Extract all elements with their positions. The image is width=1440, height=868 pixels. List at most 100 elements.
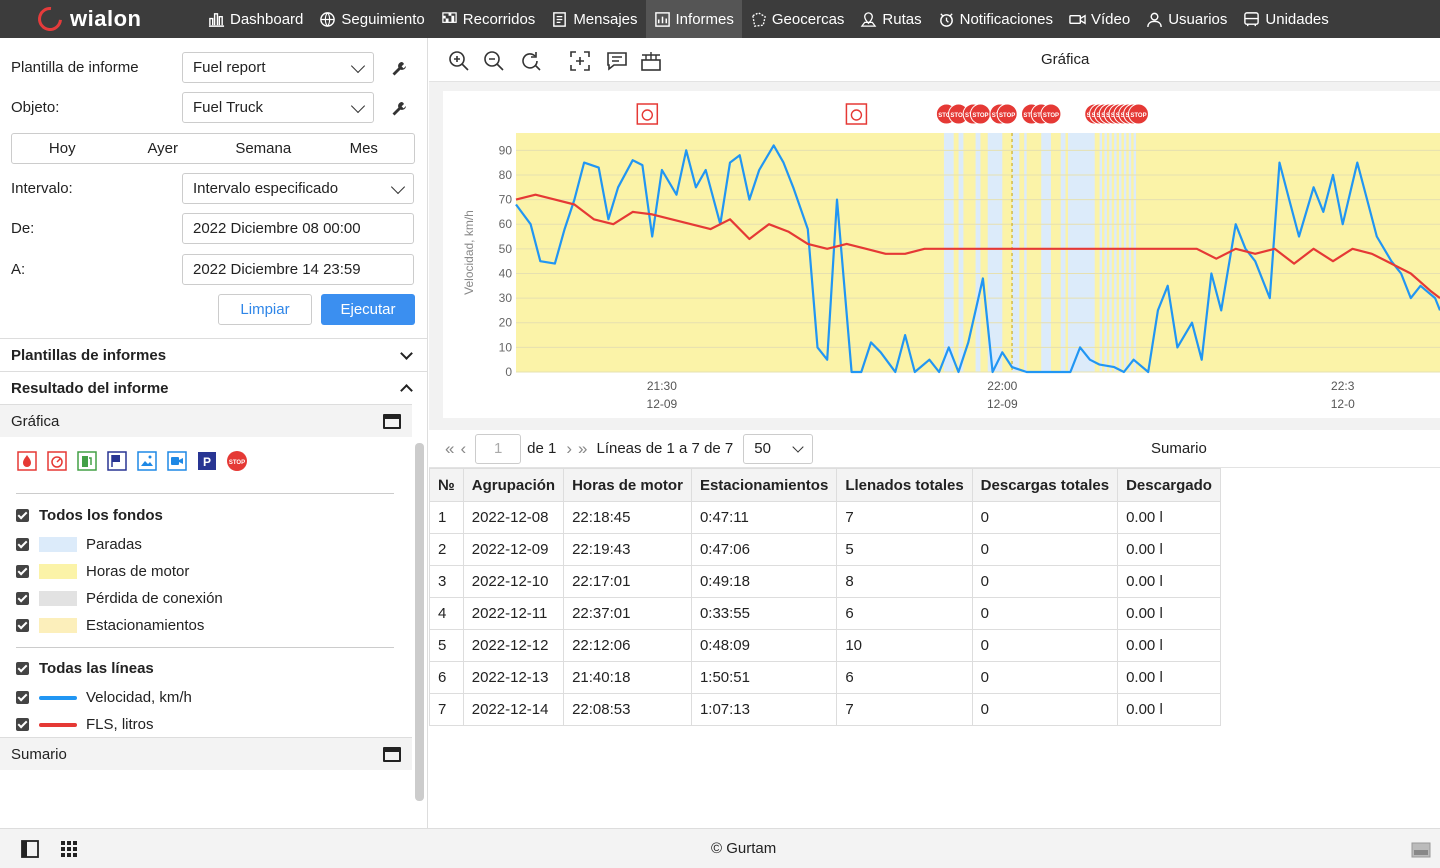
background-connection-loss-checkbox[interactable]: Pérdida de conexión bbox=[16, 590, 223, 607]
all-backgrounds-checkbox[interactable]: Todos los fondos bbox=[16, 507, 163, 524]
interval-select[interactable]: Intervalo especificado bbox=[182, 173, 414, 204]
table-row[interactable]: 6 2022-12-13 21:40:18 1:50:51 6 0 0.00 l bbox=[429, 661, 1221, 694]
period-month[interactable]: Mes bbox=[349, 140, 378, 157]
column-header[interactable]: Horas de motor bbox=[563, 468, 692, 502]
wrench-icon[interactable] bbox=[391, 101, 407, 117]
page-of-label: de 1 bbox=[527, 440, 557, 457]
next-page-icon[interactable]: › bbox=[566, 438, 573, 458]
checkbox-icon[interactable] bbox=[16, 592, 29, 605]
period-yesterday[interactable]: Ayer bbox=[147, 140, 179, 157]
chart-svg[interactable]: 0 10 20 30 40 50 60 70 80 90 Velocidad, km/h 21:30 1… bbox=[443, 91, 1440, 418]
column-header[interactable]: Agrupación bbox=[462, 468, 565, 502]
template-select[interactable]: Fuel report bbox=[182, 52, 374, 83]
stop-band bbox=[1060, 133, 1066, 372]
background-stops-checkbox[interactable]: Paradas bbox=[16, 536, 142, 553]
messages-panel-icon[interactable] bbox=[1411, 842, 1431, 858]
fuel-station-icon[interactable] bbox=[76, 450, 98, 472]
column-header[interactable]: Estacionamientos bbox=[690, 468, 838, 502]
nav-item-dashboard[interactable]: Dashboard bbox=[200, 0, 311, 38]
fuel-drop-icon[interactable] bbox=[16, 450, 38, 472]
report-icon bbox=[654, 11, 670, 27]
checkbox-icon[interactable] bbox=[16, 565, 29, 578]
table-row[interactable]: 1 2022-12-08 22:18:45 0:47:11 7 0 0.00 l bbox=[429, 501, 1221, 534]
summary-subsection-header[interactable]: Sumario bbox=[0, 737, 412, 770]
table-cell: 5 bbox=[836, 533, 973, 566]
wialon-logo[interactable]: wialon bbox=[0, 0, 200, 38]
sidebar-toggle-icon[interactable] bbox=[21, 840, 39, 858]
summary-tab[interactable]: Sumario bbox=[1151, 440, 1207, 457]
clear-button[interactable]: Limpiar bbox=[218, 294, 312, 325]
nav-item-usuarios[interactable]: Usuarios bbox=[1138, 0, 1235, 38]
nav-item-seguimiento[interactable]: Seguimiento bbox=[311, 0, 432, 38]
nav-item-informes[interactable]: Informes bbox=[645, 0, 742, 38]
nav-item-unidades[interactable]: Unidades bbox=[1235, 0, 1336, 38]
y-tick-label: 30 bbox=[499, 291, 513, 305]
wrench-icon[interactable] bbox=[391, 61, 407, 77]
zoom-in-icon[interactable] bbox=[448, 50, 470, 72]
from-date-input[interactable]: 2022 Diciembre 08 00:00 bbox=[182, 213, 414, 244]
templates-section-header[interactable]: Plantillas de informes bbox=[0, 338, 428, 371]
window-icon[interactable] bbox=[383, 746, 401, 762]
column-header[interactable]: Llenados totales bbox=[836, 468, 973, 502]
checkbox-icon[interactable] bbox=[16, 718, 29, 731]
checkbox-icon[interactable] bbox=[16, 662, 29, 675]
background-parkings-checkbox[interactable]: Estacionamientos bbox=[16, 617, 204, 634]
table-row[interactable]: 5 2022-12-12 22:12:06 0:48:09 10 0 0.00 l bbox=[429, 629, 1221, 662]
run-button[interactable]: Ejecutar bbox=[321, 294, 415, 325]
checkbox-icon[interactable] bbox=[16, 691, 29, 704]
column-header[interactable]: № bbox=[429, 468, 464, 502]
line-speed-checkbox[interactable]: Velocidad, km/h bbox=[16, 689, 192, 706]
nav-item-geocercas[interactable]: Geocercas bbox=[742, 0, 853, 38]
page-input[interactable]: 1 bbox=[475, 433, 522, 464]
chart-subsection-header[interactable]: Gráfica bbox=[0, 404, 412, 437]
nav-item-recorridos[interactable]: Recorridos bbox=[433, 0, 544, 38]
nav-item-rutas[interactable]: Rutas bbox=[852, 0, 929, 38]
period-week[interactable]: Semana bbox=[235, 140, 292, 157]
period-today[interactable]: Hoy bbox=[48, 140, 76, 157]
table-row[interactable]: 4 2022-12-11 22:37:01 0:33:55 6 0 0.00 l bbox=[429, 597, 1221, 630]
bus-icon bbox=[1244, 11, 1260, 26]
panel-scrollbar[interactable] bbox=[415, 443, 424, 801]
checkbox-icon[interactable] bbox=[16, 538, 29, 551]
fuel-gauge-marker-dial bbox=[641, 109, 654, 121]
stop-sign-icon[interactable]: STOP bbox=[226, 450, 248, 472]
nav-item-vídeo[interactable]: Vídeo bbox=[1061, 0, 1138, 38]
nav-item-notificaciones[interactable]: Notificaciones bbox=[930, 0, 1061, 38]
per-page-select[interactable]: 50 bbox=[743, 433, 814, 464]
zoom-out-icon[interactable] bbox=[483, 50, 505, 72]
stop-band bbox=[1067, 133, 1095, 372]
comment-icon[interactable] bbox=[606, 50, 628, 72]
column-header[interactable]: Descargas totales bbox=[971, 468, 1119, 502]
image-icon[interactable] bbox=[136, 450, 158, 472]
prev-page-icon[interactable]: ‹ bbox=[460, 438, 467, 458]
column-header[interactable]: Descargado bbox=[1117, 468, 1221, 502]
result-section-header[interactable]: Resultado del informe bbox=[0, 371, 428, 404]
stop-band bbox=[1099, 133, 1103, 372]
window-icon[interactable] bbox=[383, 413, 401, 429]
nav-item-mensajes[interactable]: Mensajes bbox=[543, 0, 645, 38]
line-fls-checkbox[interactable]: FLS, litros bbox=[16, 716, 154, 733]
flag-icon[interactable] bbox=[106, 450, 128, 472]
background-engine-hours-checkbox[interactable]: Horas de motor bbox=[16, 563, 189, 580]
table-row[interactable]: 2 2022-12-09 22:19:43 0:47:06 5 0 0.00 l bbox=[429, 533, 1221, 566]
to-date-input[interactable]: 2022 Diciembre 14 23:59 bbox=[182, 254, 414, 285]
select-area-icon[interactable] bbox=[569, 50, 591, 72]
object-select[interactable]: Fuel Truck bbox=[182, 92, 374, 123]
apps-grid-icon[interactable] bbox=[60, 840, 78, 858]
fuel-gauge-icon[interactable] bbox=[46, 450, 68, 472]
last-page-icon[interactable]: » bbox=[578, 438, 588, 458]
table-row[interactable]: 7 2022-12-14 22:08:53 1:07:13 7 0 0.00 l bbox=[429, 693, 1221, 726]
timeline-icon[interactable] bbox=[640, 50, 662, 72]
all-lines-checkbox[interactable]: Todas las líneas bbox=[16, 660, 154, 677]
first-page-icon[interactable]: « bbox=[445, 438, 455, 458]
video-camera-icon[interactable] bbox=[166, 450, 188, 472]
checkbox-icon[interactable] bbox=[16, 619, 29, 632]
table-cell: 0.00 l bbox=[1117, 565, 1221, 598]
template-label: Plantilla de informe bbox=[11, 59, 139, 76]
speed-series-line bbox=[515, 144, 1440, 374]
reset-zoom-icon[interactable] bbox=[520, 50, 542, 72]
table-cell: 2022-12-10 bbox=[462, 565, 565, 598]
parking-icon[interactable]: P bbox=[196, 450, 218, 472]
table-row[interactable]: 3 2022-12-10 22:17:01 0:49:18 8 0 0.00 l bbox=[429, 565, 1221, 598]
checkbox-icon[interactable] bbox=[16, 509, 29, 522]
